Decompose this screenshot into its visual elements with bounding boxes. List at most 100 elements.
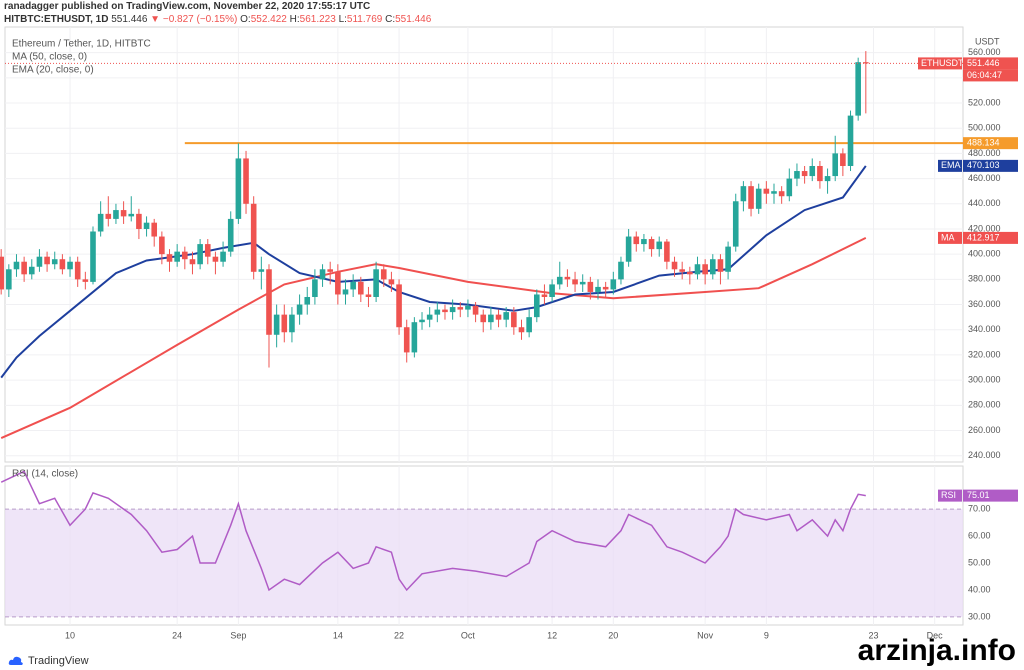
candle-body (403, 327, 410, 353)
candle-body (648, 239, 655, 250)
candle-body (855, 62, 861, 116)
candle-body (327, 269, 333, 272)
header: ranadagger published on TradingView.com,… (4, 0, 431, 26)
candle-body (809, 165, 816, 177)
candle-body (579, 281, 586, 285)
x-tick-label: 14 (333, 630, 343, 640)
candle-body (625, 236, 632, 262)
candle-body (595, 286, 601, 292)
candle-body (426, 314, 433, 320)
candle-body (67, 261, 73, 270)
symbol: HITBTC:ETHUSDT, 1D (4, 14, 109, 25)
legend-entry: MA (50, close, 0) (12, 52, 87, 63)
x-tick-label: 9 (764, 630, 769, 640)
rsi-tick-label: 60.00 (968, 530, 991, 540)
candle-body (771, 191, 777, 194)
candle-body (442, 309, 448, 313)
candle-body (120, 210, 127, 217)
candle-body (411, 322, 418, 353)
candle-body (488, 314, 494, 323)
c-prefix: C: (385, 14, 396, 25)
last-tag-box (918, 57, 962, 70)
candle-body (564, 276, 571, 280)
candle-body (373, 269, 379, 297)
indicator-tag-box (938, 159, 962, 172)
y-tick-label: 520.000 (968, 97, 1001, 107)
candle-body (212, 256, 219, 262)
brand: TradingView (8, 655, 89, 667)
candle-body (250, 203, 257, 272)
y-tick-label: 560.000 (968, 47, 1001, 57)
candle-body (28, 266, 35, 275)
x-tick-label: 10 (65, 630, 75, 640)
indicator-tag-name: MA (941, 232, 955, 242)
candle-body (633, 236, 640, 245)
candle-body (243, 158, 249, 204)
candle-body (90, 231, 96, 282)
candle-body (449, 307, 456, 313)
candle-body (74, 261, 81, 280)
y-tick-label: 400.000 (968, 249, 1001, 259)
y-tick-label: 460.000 (968, 173, 1001, 183)
candle-body (6, 269, 12, 290)
y-tick-label: 320.000 (968, 349, 1001, 359)
x-tick-label: Nov (697, 630, 714, 640)
rsi-tick-label: 40.00 (968, 584, 991, 594)
candle-body (801, 171, 808, 177)
candle-body (541, 294, 548, 297)
candle-body (21, 261, 27, 275)
legend-entry: EMA (20, close, 0) (12, 65, 94, 76)
y-tick-label: 260.000 (968, 425, 1001, 435)
y-unit: USDT (975, 36, 1000, 46)
candle-body (51, 259, 58, 265)
level-tag-box (963, 137, 1018, 150)
legend-entry: Ethereum / Tether, 1D, HITBTC (12, 39, 151, 50)
indicator-tag-value-box (963, 489, 1018, 502)
h-prefix: H: (289, 14, 300, 25)
rsi-line (0, 470, 866, 592)
candle-body (832, 153, 839, 177)
y-tick-label: 280.000 (968, 400, 1001, 410)
candle-body (495, 314, 502, 320)
candle-body (258, 269, 265, 272)
candle-body (266, 269, 272, 335)
candle-body (480, 314, 487, 323)
y-tick-label: 240.000 (968, 450, 1001, 460)
candle-body (296, 304, 303, 315)
x-tick-label: 22 (394, 630, 404, 640)
candle-body (358, 281, 364, 295)
candle-body (44, 256, 50, 265)
candle-body (732, 201, 739, 247)
candle-body (618, 261, 624, 280)
candle-body (679, 269, 685, 272)
indicator-tag-value: 75.01 (967, 490, 990, 500)
candle-body (434, 309, 441, 315)
candle-body (128, 213, 135, 217)
level-tag: 488.134 (967, 138, 1000, 148)
candle-body (304, 296, 311, 305)
candle-body (824, 176, 831, 182)
last-tag: ETHUSDT (921, 58, 964, 68)
candle-body (342, 289, 349, 295)
o-value: 552.422 (250, 14, 287, 25)
brand-name: TradingView (28, 655, 89, 667)
y-tick-label: 340.000 (968, 324, 1001, 334)
candle-body (794, 171, 800, 179)
last-price: 551.446 (111, 14, 148, 25)
candle-body (778, 191, 785, 197)
candle-body (786, 178, 793, 197)
candle-body (36, 256, 43, 267)
candle-body (533, 294, 540, 318)
candle-body (763, 188, 770, 194)
rsi-tick-label: 50.00 (968, 557, 991, 567)
candle-body (465, 305, 471, 310)
x-tick-label: Dec (927, 630, 944, 640)
candle-body (457, 307, 464, 310)
candle-body (656, 241, 663, 250)
rsi-tick-label: 70.00 (968, 503, 991, 513)
indicator-tag-box (938, 489, 962, 502)
x-tick-label: 24 (172, 630, 182, 640)
candle-body (755, 188, 762, 209)
candle-body (556, 276, 563, 285)
